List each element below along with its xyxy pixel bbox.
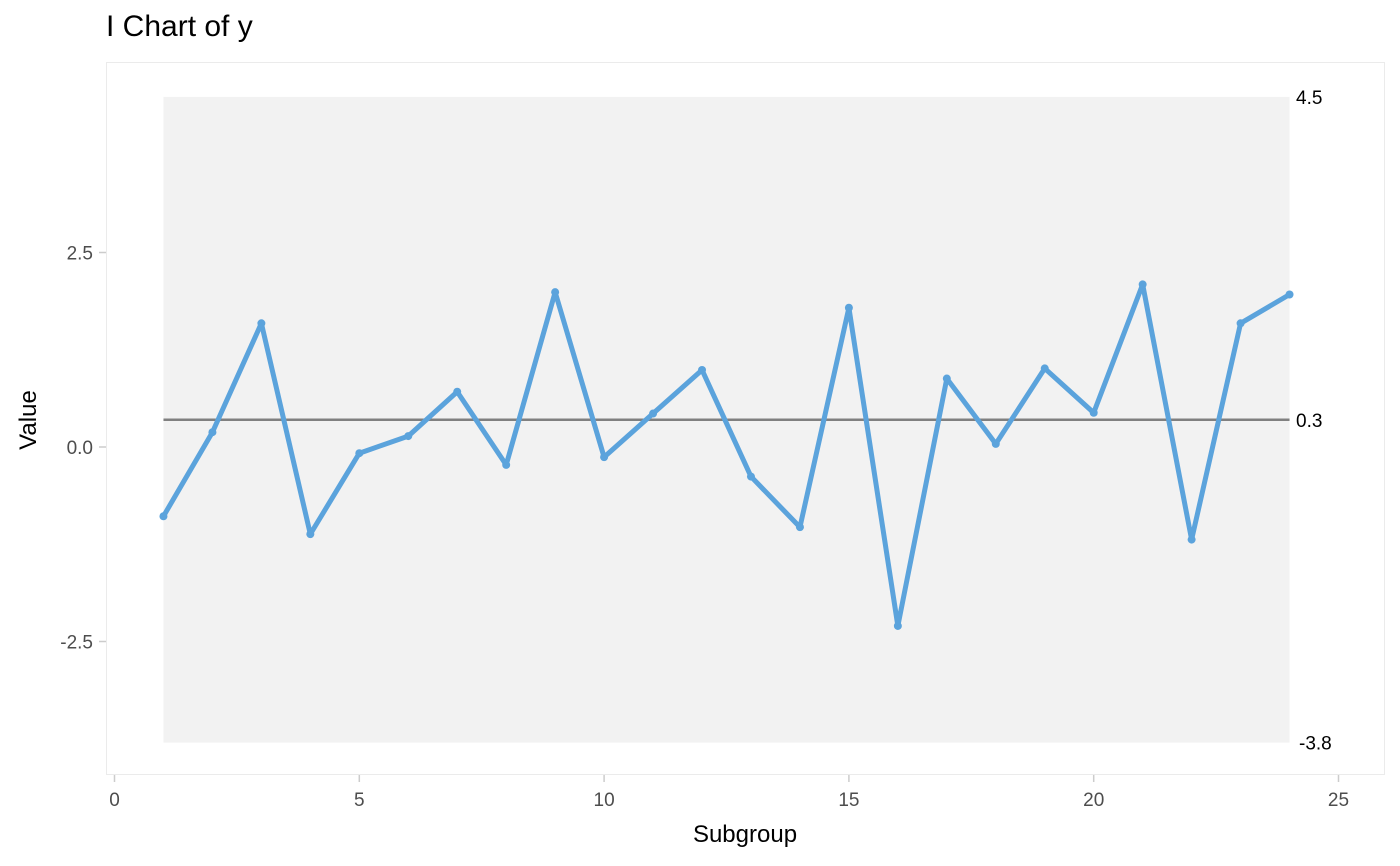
data-point-4 bbox=[306, 530, 315, 539]
y-tick-label: 0.0 bbox=[67, 438, 93, 459]
chart-title: I Chart of y bbox=[106, 10, 253, 43]
data-point-3 bbox=[257, 319, 266, 328]
data-point-16 bbox=[893, 621, 902, 630]
x-tick-label: 5 bbox=[354, 790, 365, 811]
x-tick-label: 20 bbox=[1083, 790, 1104, 811]
data-point-19 bbox=[1040, 364, 1049, 373]
data-point-24 bbox=[1285, 290, 1294, 299]
data-point-10 bbox=[600, 453, 609, 462]
data-point-18 bbox=[991, 439, 1000, 448]
series-line bbox=[160, 281, 1293, 629]
x-tick-label: 25 bbox=[1328, 790, 1349, 811]
data-point-1 bbox=[159, 512, 168, 521]
y-tick-label: -2.5 bbox=[60, 633, 93, 654]
y-tick-label: 2.5 bbox=[67, 244, 93, 265]
data-point-2 bbox=[208, 428, 217, 437]
data-point-9 bbox=[551, 288, 560, 297]
data-point-6 bbox=[404, 432, 413, 441]
data-point-15 bbox=[844, 303, 853, 312]
ucl-label: 4.5 bbox=[1296, 88, 1322, 109]
x-tick-label: 15 bbox=[838, 790, 859, 811]
center-label: 0.3 bbox=[1296, 411, 1322, 432]
data-point-11 bbox=[649, 409, 658, 418]
data-point-8 bbox=[502, 460, 511, 469]
data-point-17 bbox=[942, 374, 951, 383]
lcl-label: -3.8 bbox=[1299, 734, 1332, 755]
data-point-20 bbox=[1089, 408, 1098, 417]
x-tick-label: 10 bbox=[594, 790, 615, 811]
x-axis-title: Subgroup bbox=[693, 821, 797, 848]
data-point-7 bbox=[453, 387, 462, 396]
data-point-13 bbox=[746, 472, 755, 481]
data-point-14 bbox=[795, 523, 804, 532]
x-tick-label: 0 bbox=[109, 790, 120, 811]
data-point-5 bbox=[355, 449, 364, 458]
y-axis-title: Value bbox=[15, 390, 42, 450]
data-point-23 bbox=[1236, 319, 1245, 328]
plot-panel-border bbox=[106, 62, 1385, 775]
data-point-22 bbox=[1187, 535, 1196, 544]
data-point-21 bbox=[1138, 280, 1147, 289]
data-point-12 bbox=[698, 365, 707, 374]
